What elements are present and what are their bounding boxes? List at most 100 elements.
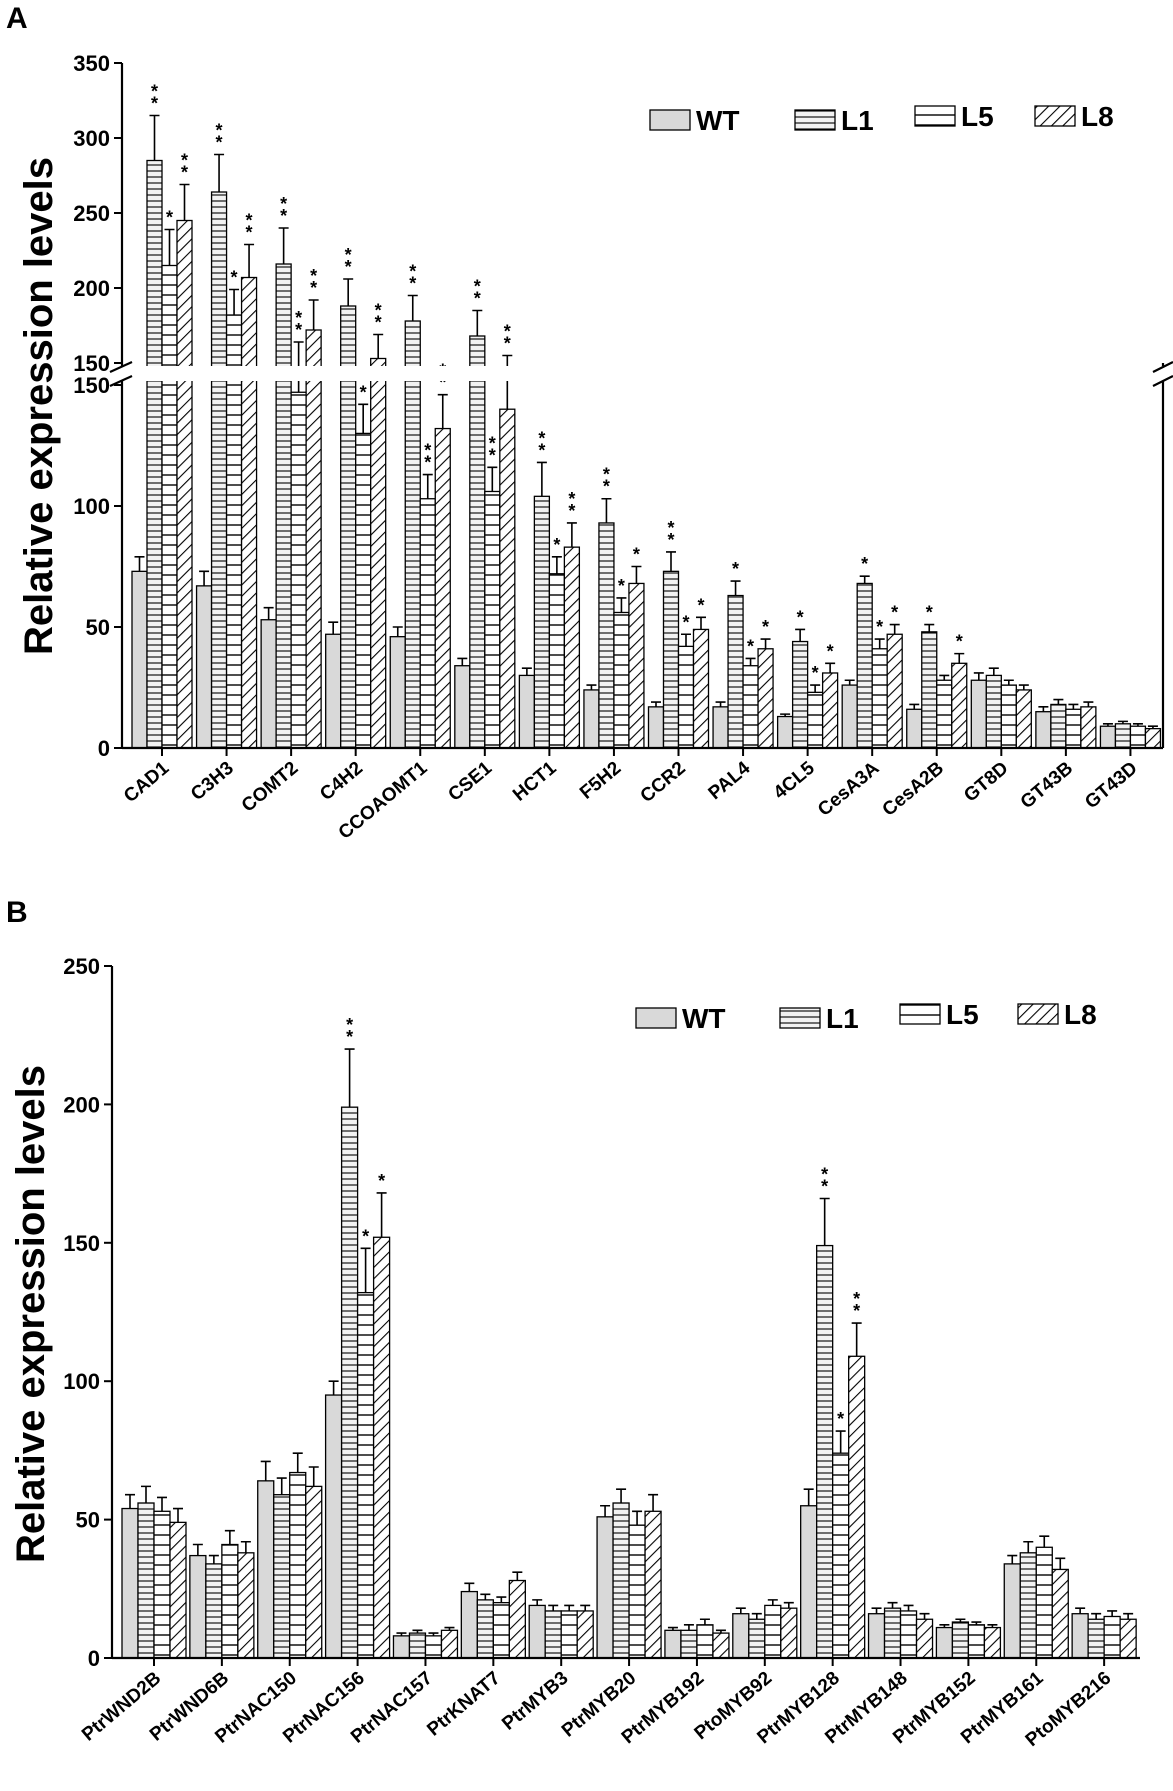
bar-l8-cad1: [176, 219, 193, 749]
error-bar-l8-ptrmyb161: [1055, 1557, 1066, 1570]
significance-l1-comt2-2: *: [280, 194, 287, 214]
error-bar-l8-ptrmyb3: [580, 1604, 591, 1611]
error-bar-l1-gt8d: [988, 667, 999, 676]
error-bar-wt-ptrmyb152: [939, 1623, 950, 1628]
bar-l5-ptomyb216: [1103, 1615, 1121, 1659]
error-bar-wt-ptomyb216: [1075, 1607, 1086, 1614]
bar-l8-ccr2: [692, 628, 710, 749]
bar-l5-ccr2: [677, 645, 695, 749]
bar-l8-c3h3: [240, 276, 258, 749]
bar-l5-ptrmyb128: [832, 1452, 850, 1659]
error-bar-l8-ptrnac156: [376, 1192, 387, 1238]
bar-l8-gt43b: [1080, 706, 1097, 749]
error-bar-l5-ptrmyb3: [564, 1604, 575, 1611]
error-bar-l5-gt43b: [1068, 703, 1079, 710]
y-tick-label-lower-50: 50: [86, 615, 110, 640]
bar-l1-ptomyb92: [748, 1618, 766, 1659]
legend-label-wt: WT: [682, 1003, 726, 1034]
significance-l8-cad1-2: *: [181, 151, 188, 171]
bar-l1-f5h2: [598, 522, 615, 749]
error-bar-l1-cesa2b: [924, 623, 935, 632]
y-tick-label-upper-350: 350: [73, 51, 110, 76]
bar-l5-ptomyb92: [764, 1604, 782, 1659]
bar-l5-c4h2: [355, 432, 372, 749]
bar-l5-ptrknat7: [492, 1601, 510, 1659]
error-bar-l8-ptrwnd2b: [173, 1507, 183, 1523]
error-bar-wt-gt8d: [973, 672, 984, 681]
significance-l8-ptrnac156: *: [378, 1171, 385, 1191]
error-bar-wt-ptrnac150: [260, 1460, 271, 1481]
significance-l1-cad1-1: *: [151, 94, 158, 114]
bar-l1-c3h3: [210, 191, 228, 749]
significance-l5-c3h3: *: [231, 268, 238, 288]
error-bar-wt-c4h2: [328, 621, 339, 635]
significance-l5-ptrnac156: *: [362, 1226, 369, 1246]
legend-swatch-wt: [649, 109, 691, 131]
error-bar-l5-ptrnac156: [360, 1247, 371, 1293]
error-bar-l5-ptrwnd6b: [224, 1529, 235, 1545]
error-bar-l1-ptomyb92: [751, 1612, 762, 1620]
error-bar-l8-cad1: [179, 183, 190, 221]
bar-wt-ptomyb216: [1071, 1613, 1089, 1659]
bar-wt-ptrmyb148: [867, 1613, 886, 1659]
bar-l5-hct1: [548, 573, 566, 749]
significance-l8-f5h2: *: [633, 545, 640, 565]
error-bar-l8-cse1: [502, 354, 513, 410]
error-bar-l1-hct1: [536, 461, 547, 497]
bar-l8-ccoaomt1: [434, 427, 451, 749]
error-bar-wt-c3h3: [199, 570, 210, 586]
x-tick-label-gt43d: GT43D: [1081, 758, 1141, 813]
error-bar-l8-ptrmyb148: [919, 1612, 930, 1620]
significance-l1-comt2-1: *: [280, 206, 287, 226]
bar-wt-c4h2: [325, 633, 342, 749]
y-tick-label-b-50: 50: [76, 1508, 100, 1533]
error-bar-wt-comt2: [263, 606, 274, 620]
bar-l8-ptrwnd6b: [237, 1552, 255, 1659]
bar-l5-4cl5: [806, 691, 824, 749]
bar-wt-ccoaomt1: [389, 636, 406, 749]
significance-l8-comt2-1: *: [310, 278, 317, 298]
error-bar-l1-ptrmyb152: [955, 1618, 966, 1623]
error-bar-l1-cad1: [149, 114, 160, 161]
legend-label-l1: L1: [841, 105, 874, 136]
significance-l1-cesa3a: *: [861, 554, 868, 574]
bar-l8-ptrmyb128: [848, 1355, 866, 1659]
significance-l8-ptrmyb128-1: *: [853, 1301, 860, 1321]
bar-wt-ptrnac157: [392, 1635, 411, 1659]
significance-l5-cse1-1: *: [489, 445, 496, 465]
legend-label-l8: L8: [1081, 101, 1114, 132]
error-bar-l8-ptrmyb152: [987, 1623, 998, 1628]
error-bar-wt-gt43b: [1038, 706, 1049, 712]
error-bar-l5-f5h2: [616, 597, 627, 613]
significance-l8-ccoaomt1-1: *: [439, 373, 446, 393]
bar-l5-ptrmyb152: [967, 1624, 986, 1659]
error-bar-l1-ptrwnd2b: [141, 1485, 151, 1503]
bar-wt-cesa3a: [841, 684, 858, 749]
significance-l1-hct1-1: *: [538, 440, 545, 460]
y-tick-label-lower-100: 100: [73, 494, 110, 519]
bar-l8-f5h2: [628, 582, 645, 749]
error-bar-l8-ptrmyb20: [648, 1493, 659, 1512]
legend-swatch-l5: [914, 105, 956, 127]
significance-l1-c3h3-2: *: [216, 121, 223, 141]
bar-l1-ptrmyb128: [816, 1244, 834, 1659]
axis-break-mark-left: [109, 360, 133, 388]
error-bar-l1-ptrmyb20: [616, 1488, 627, 1503]
bar-wt-ccr2: [647, 706, 665, 749]
error-bar-l5-gt8d: [1003, 679, 1014, 686]
bar-wt-ptrmyb152: [935, 1626, 954, 1659]
bar-l8-cse1: [499, 408, 516, 749]
bar-wt-ptrmyb3: [528, 1604, 546, 1659]
legend-swatch-wt: [635, 1007, 677, 1029]
x-tick-label-c3h3: C3H3: [187, 758, 238, 805]
error-bar-l1-c4h2: [343, 278, 354, 306]
error-bar-wt-ptomyb92: [735, 1607, 746, 1614]
error-bar-l8-ptrmyb192: [715, 1629, 726, 1634]
bar-wt-ptrmyb192: [664, 1629, 682, 1659]
error-bar-l8-ptomyb92: [783, 1601, 794, 1609]
error-bar-wt-ptrwnd6b: [192, 1543, 203, 1556]
error-bar-wt-hct1: [521, 667, 532, 676]
significance-l1-ptrmyb128-1: *: [821, 1177, 828, 1197]
significance-l8-pal4: *: [762, 617, 769, 637]
